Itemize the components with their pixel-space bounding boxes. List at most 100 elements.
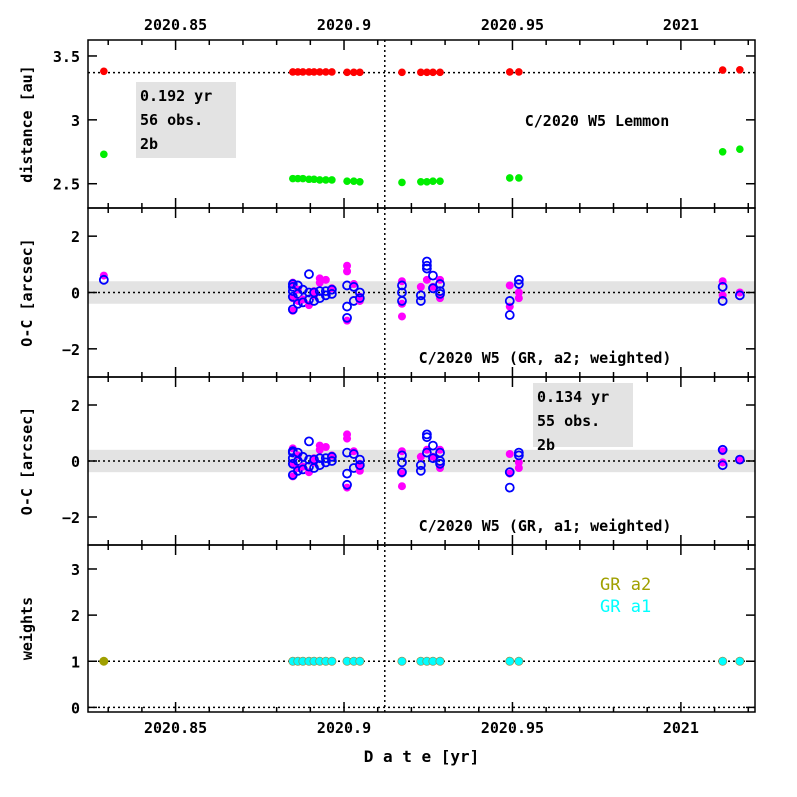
dec-residual-point xyxy=(326,451,337,462)
dec-residual-point xyxy=(415,296,426,306)
data-point-heliocentric xyxy=(429,68,437,77)
data-point-geocentric xyxy=(100,150,108,159)
weight-point-a1 xyxy=(435,657,445,666)
data-point-heliocentric xyxy=(343,68,351,77)
y-tick-label: 1 xyxy=(71,653,80,671)
ra-residual-point xyxy=(397,482,406,491)
dec-residual-point xyxy=(717,460,728,471)
dec-residual-point xyxy=(354,293,365,304)
ra-residual-point xyxy=(514,464,523,472)
y-tick-label: 0 xyxy=(71,453,80,471)
data-point-geocentric xyxy=(436,177,444,185)
y-tick-label: 2.5 xyxy=(53,176,80,194)
y-axis-label: weights xyxy=(18,597,36,660)
panel-title: C/2020 W5 Lemmon xyxy=(525,112,670,130)
dec-residual-point xyxy=(287,291,298,302)
dec-residual-point xyxy=(304,461,314,472)
ra-residual-point xyxy=(343,434,352,443)
x-tick-label-bottom: 2020.9 xyxy=(317,719,371,737)
dec-residual-point xyxy=(397,280,407,291)
y-tick-label: 2 xyxy=(71,228,80,246)
dec-residual-point xyxy=(504,296,515,306)
dec-residual-point xyxy=(348,449,359,459)
dec-residual-point xyxy=(397,450,407,461)
dec-residual-point xyxy=(428,440,438,451)
data-point-heliocentric xyxy=(349,68,358,77)
panel-frame xyxy=(87,544,756,713)
dec-residual-point xyxy=(734,290,745,301)
ra-residual-point xyxy=(416,282,425,291)
data-point-heliocentric xyxy=(100,67,108,76)
ra-residual-point xyxy=(514,458,523,467)
dec-residual-point xyxy=(513,450,524,461)
dec-residual-point xyxy=(717,296,728,306)
y-axis-label: distance [au] xyxy=(18,65,36,182)
dec-residual-point xyxy=(421,256,432,267)
legend-entry: GR a2 xyxy=(600,575,651,595)
dec-residual-point xyxy=(98,274,109,285)
y-tick-label: 0 xyxy=(71,699,80,717)
info-box xyxy=(136,82,236,158)
dec-residual-point xyxy=(287,304,298,315)
weight-point-a1 xyxy=(355,657,365,666)
dec-residual-point xyxy=(734,454,745,465)
data-point-heliocentric xyxy=(322,68,330,76)
y-tick-label: −2 xyxy=(62,341,80,359)
weight-point-a1 xyxy=(505,657,515,666)
weight-point-a1 xyxy=(735,657,745,666)
dec-residual-point xyxy=(513,274,524,285)
weight-point-a1 xyxy=(397,657,407,666)
ra-residual-point xyxy=(505,450,514,458)
data-point-heliocentric xyxy=(736,65,744,74)
y-tick-label: 3 xyxy=(71,561,80,579)
data-point-heliocentric xyxy=(436,68,444,77)
ra-residual-point xyxy=(349,447,358,456)
dec-residual-point xyxy=(504,482,515,493)
data-point-heliocentric xyxy=(328,68,336,76)
data-point-heliocentric xyxy=(398,68,406,77)
dec-residual-point xyxy=(292,465,303,476)
dec-residual-point xyxy=(415,290,426,301)
dec-residual-point xyxy=(326,456,337,466)
ra-residual-point xyxy=(315,278,324,287)
data-point-geocentric xyxy=(322,176,330,184)
data-point-heliocentric xyxy=(505,68,514,76)
dec-residual-point xyxy=(428,270,438,281)
panel-distance: 0.192 yr 56 obs. 2b 2.5 3 3.5 distance [au] C/2… xyxy=(18,39,756,209)
x-tick-label-top: 2020.9 xyxy=(317,16,371,34)
info-text: 2b xyxy=(537,436,555,454)
x-tick-label-bottom: 2020.95 xyxy=(481,719,544,737)
dec-residual-point xyxy=(504,310,515,320)
info-box xyxy=(533,383,633,447)
dec-residual-point xyxy=(348,281,359,292)
data-point-geocentric xyxy=(429,177,437,185)
info-text: 0.134 yr xyxy=(537,388,609,406)
dec-residual-point xyxy=(415,460,426,471)
data-point-geocentric xyxy=(515,174,523,182)
data-point-geocentric xyxy=(343,177,351,185)
dec-residual-point xyxy=(326,284,337,295)
y-axis-label: O-C [arcsec] xyxy=(18,238,36,346)
x-axis-label: D a t e [yr] xyxy=(364,747,480,766)
dec-residual-point xyxy=(354,460,365,471)
x-tick-label-bottom: 2021 xyxy=(663,719,699,737)
data-point-geocentric xyxy=(505,174,514,182)
panel-title: C/2020 W5 (GR, a2; weighted) xyxy=(419,349,672,367)
weight-point-a1 xyxy=(718,657,727,666)
dec-residual-point xyxy=(342,312,352,323)
ra-residual-point xyxy=(397,299,406,308)
weight-point-a1 xyxy=(327,657,337,666)
data-point-heliocentric xyxy=(315,68,324,76)
data-point-geocentric xyxy=(736,145,744,154)
ra-residual-point xyxy=(343,261,352,270)
info-text: 56 obs. xyxy=(140,111,203,129)
dec-residual-point xyxy=(717,444,728,455)
y-tick-label: 3 xyxy=(71,112,80,130)
dec-residual-point xyxy=(287,446,298,457)
dec-residual-point xyxy=(421,432,432,443)
panel-title: C/2020 W5 (GR, a1; weighted) xyxy=(419,517,672,535)
ra-residual-point xyxy=(315,445,324,454)
tolerance-band xyxy=(88,281,755,304)
